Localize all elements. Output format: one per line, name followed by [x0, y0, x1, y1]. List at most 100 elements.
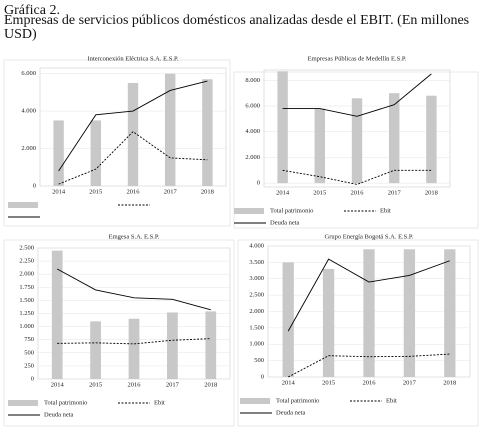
y-tick-label: 2.000 [249, 308, 264, 315]
y-tick-label: 8.000 [245, 77, 260, 84]
panel-frame [3, 59, 231, 227]
bar [388, 93, 400, 184]
legend-swatch [240, 398, 270, 404]
bar [90, 120, 102, 186]
line-series [56, 268, 211, 311]
x-tick-label: 2016 [351, 189, 365, 196]
line-series [57, 338, 211, 345]
x-tick-label: 2015 [322, 379, 335, 386]
x-tick-label: 2017 [166, 381, 180, 388]
x-tick-label: 2018 [443, 379, 456, 386]
legend-label: Deuda neta [276, 409, 306, 416]
bar [128, 318, 140, 379]
y-tick-label: 4.000 [249, 242, 264, 249]
bar [351, 98, 363, 184]
x-tick-label: 2015 [89, 188, 102, 195]
line-series [282, 73, 432, 117]
legend-swatch [234, 208, 264, 214]
line-series [287, 258, 450, 332]
y-tick-label: 0 [31, 375, 34, 382]
plot-frame [263, 69, 451, 188]
x-tick-label: 2017 [164, 188, 178, 195]
legend-label: Ebit [386, 397, 397, 404]
y-tick-label: 2.500 [249, 292, 264, 299]
y-tick-label: 1.500 [19, 297, 34, 304]
legend-label: Total patrimonio [276, 397, 319, 404]
y-tick-label: 250 [24, 362, 34, 369]
y-tick-label: 3.000 [249, 275, 264, 282]
y-tick-label: 0 [257, 180, 260, 187]
legend-label: Ebit [154, 399, 165, 406]
y-tick-label: 2.500 [19, 244, 34, 251]
chart-title: Empresas Públicas de Medellín E.S.P. [308, 55, 407, 62]
y-tick-label: 2.000 [21, 145, 36, 152]
y-tick-label: 6.000 [21, 70, 36, 77]
bar [167, 312, 178, 379]
figure-title: Empresas de servicios públicos doméstico… [4, 14, 470, 42]
line-series [58, 131, 208, 185]
x-tick-label: 2017 [388, 189, 402, 196]
bar [444, 249, 456, 377]
y-tick-label: 2.250 [19, 258, 34, 265]
y-tick-label: 1.250 [19, 310, 34, 317]
line-series [282, 169, 432, 185]
bar [127, 82, 139, 186]
y-tick-label: 500 [24, 349, 34, 356]
x-tick-label: 2014 [276, 189, 290, 196]
panel-frame [233, 71, 479, 229]
x-tick-label: 2016 [127, 188, 141, 195]
legend-label: Ebit [380, 207, 391, 214]
panel-frame [237, 239, 479, 427]
y-tick-label: 6.000 [245, 102, 260, 109]
legend-label: Deuda neta [270, 219, 300, 226]
legend-label: Deuda neta [44, 411, 74, 418]
x-tick-label: 2015 [89, 381, 102, 388]
chart-title: Interconexión Eléctrica S.A. E.S.P. [88, 55, 179, 62]
y-tick-label: 4.000 [245, 128, 260, 135]
line-series [58, 80, 208, 172]
figure-title-box: Empresas de servicios públicos doméstico… [4, 14, 470, 42]
y-tick-label: 0 [261, 373, 264, 380]
y-tick-label: 1.750 [19, 284, 34, 291]
bar [90, 321, 101, 379]
x-tick-label: 2014 [51, 381, 65, 388]
y-tick-label: 750 [24, 336, 34, 343]
y-tick-label: 1.000 [19, 323, 34, 330]
bar [426, 95, 437, 184]
legend-label: Total patrimonio [270, 207, 313, 214]
x-tick-label: 2014 [282, 379, 296, 386]
y-tick-label: 1.000 [249, 341, 264, 348]
x-tick-label: 2018 [201, 188, 214, 195]
bar [282, 262, 294, 377]
x-tick-label: 2014 [52, 188, 66, 195]
bar [314, 108, 326, 184]
bar [164, 73, 176, 186]
bar [202, 79, 213, 186]
y-tick-label: 2.000 [245, 154, 260, 161]
bar [51, 250, 63, 379]
chart-title: Emgesa S.A. E.S.P. [109, 233, 160, 240]
y-tick-label: 500 [254, 357, 264, 364]
bar [363, 249, 375, 377]
y-tick-label: 3.500 [249, 259, 264, 266]
x-tick-label: 2016 [128, 381, 142, 388]
x-tick-label: 2016 [363, 379, 377, 386]
x-tick-label: 2018 [204, 381, 217, 388]
bar [277, 71, 288, 184]
legend-swatch [8, 400, 38, 406]
y-tick-label: 2.000 [19, 271, 34, 278]
chart-title: Grupo Energía Bogotá S.A. E.S.P. [325, 233, 414, 240]
bar [205, 311, 217, 379]
y-tick-label: 1.500 [249, 324, 264, 331]
bar [322, 268, 335, 377]
y-tick-label: 4.000 [21, 108, 36, 115]
panel-frame [3, 239, 235, 427]
x-tick-label: 2017 [403, 379, 417, 386]
x-tick-label: 2018 [425, 189, 438, 196]
legend-swatch [8, 202, 38, 208]
y-tick-label: 0 [33, 182, 36, 189]
figure-label: Gráfica 2. [4, 3, 60, 18]
x-tick-label: 2015 [313, 189, 326, 196]
legend-label: Total patrimonio [44, 399, 87, 406]
